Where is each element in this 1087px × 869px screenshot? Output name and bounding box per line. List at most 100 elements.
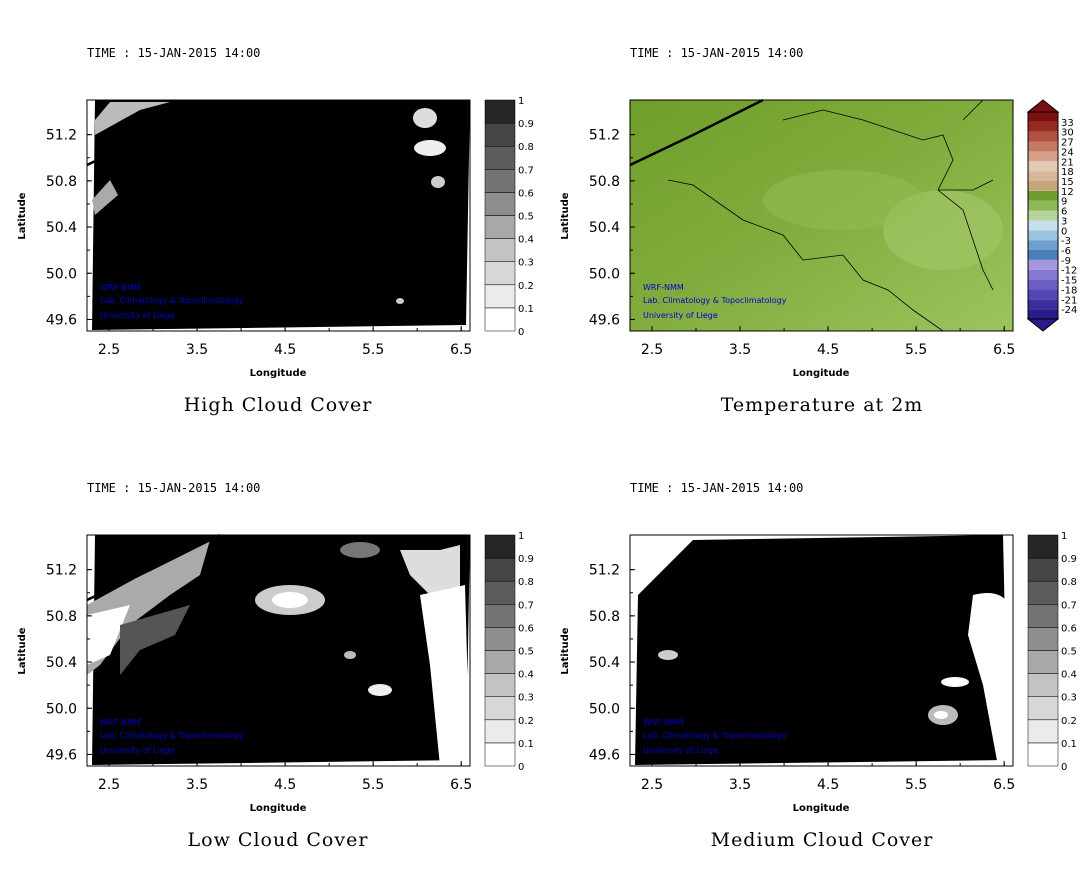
y-tick-label: 51.2 <box>589 563 620 579</box>
colorbar-label: 0.9 <box>518 554 534 565</box>
colorbar-swatch <box>484 742 516 767</box>
svg-text:WRF-NMM: WRF-NMM <box>643 718 684 727</box>
x-tick-label: 5.5 <box>905 342 927 358</box>
colorbar-label: 0 <box>1061 762 1067 773</box>
time-label: TIME : 15-JAN-2015 14:00 <box>87 481 261 495</box>
colorbar-swatch <box>1028 171 1058 181</box>
colorbar-swatch <box>484 215 516 239</box>
x-tick-label: 3.5 <box>186 342 208 358</box>
svg-text:Lab. Climatology & Topoclimato: Lab. Climatology & Topoclimatology <box>100 296 244 305</box>
y-axis-ticks: 51.2 50.8 50.4 50.0 49.6 <box>589 563 635 763</box>
colorbar-swatch <box>1028 269 1058 280</box>
colorbar-swatch <box>484 169 516 193</box>
svg-text:Lab. Climatology & Topoclimato: Lab. Climatology & Topoclimatology <box>643 731 787 740</box>
colorbar-label: -21 <box>1061 295 1077 306</box>
colorbar-label: 1 <box>518 531 524 542</box>
colorbar-swatch <box>484 604 516 628</box>
colorbar-swatch <box>1028 121 1058 132</box>
colorbar-label: 0.3 <box>1061 693 1077 704</box>
y-tick-label: 49.6 <box>589 312 620 328</box>
colorbar-swatch <box>484 580 516 605</box>
colorbar-label: 0.7 <box>518 165 534 176</box>
colorbar-label: 0.6 <box>518 623 534 634</box>
colorbar-label: 21 <box>1061 157 1074 168</box>
colorbar-swatch <box>1028 210 1058 221</box>
colorbar-label: 0.1 <box>1061 739 1077 750</box>
colorbar-label: 0.2 <box>1061 716 1077 727</box>
colorbar-swatch <box>484 99 516 124</box>
colorbar-swatch <box>1028 141 1058 152</box>
x-tick-label: 5.5 <box>362 777 384 793</box>
colorbar-swatch <box>484 122 516 147</box>
y-tick-label: 50.8 <box>589 174 620 190</box>
x-tick-label: 5.5 <box>905 777 927 793</box>
svg-text:University of Liege: University of Liege <box>643 746 718 755</box>
colorbar-swatch <box>1028 230 1058 241</box>
colorbar-swatch <box>1028 240 1058 250</box>
x-tick-label: 4.5 <box>274 342 296 358</box>
colorbar-label: 3 <box>1061 216 1067 227</box>
x-tick-label: 6.5 <box>450 777 472 793</box>
colorbar-label: -24 <box>1061 305 1077 316</box>
colorbar-swatch <box>1028 161 1058 172</box>
colorbar-label: 24 <box>1061 147 1074 158</box>
colorbar-label: 1 <box>1061 531 1067 542</box>
colorbar-swatch <box>484 696 516 721</box>
x-tick-label: 2.5 <box>98 777 120 793</box>
y-tick-label: 49.6 <box>589 747 620 763</box>
panel-title: Low Cloud Cover <box>187 829 369 851</box>
colorbar-swatch <box>1028 151 1058 162</box>
colorbar-swatch <box>1028 200 1058 211</box>
colorbar-label: 0.5 <box>518 212 534 223</box>
y-axis-label: Latitude <box>17 192 28 239</box>
x-tick-label: 3.5 <box>729 777 751 793</box>
y-axis-label: Latitude <box>560 627 571 674</box>
colorbar-swatch <box>1028 309 1058 319</box>
panel-title: Medium Cloud Cover <box>710 829 934 851</box>
colorbar-label: 0 <box>1061 226 1067 237</box>
x-tick-label: 6.5 <box>993 777 1015 793</box>
credit-text: WRF-NMM Lab. Climatology & Topoclimatolo… <box>100 718 244 755</box>
colorbar-label: 0.9 <box>518 119 534 130</box>
colorbar-label: 9 <box>1061 197 1067 208</box>
y-axis-ticks: 51.2 50.8 50.4 50.0 49.6 <box>46 128 92 328</box>
svg-text:University of Liege: University of Liege <box>643 311 718 320</box>
colorbar-label: 27 <box>1061 138 1074 149</box>
colorbar-label: 6 <box>1061 207 1067 218</box>
colorbar-label: -12 <box>1061 266 1077 277</box>
colorbar-label: 0.7 <box>518 600 534 611</box>
x-axis-label: Longitude <box>250 368 307 379</box>
temperature-map: WRF-NMM Lab. Climatology & Topoclimatolo… <box>560 98 1077 379</box>
svg-text:Lab. Climatology & Topoclimato: Lab. Climatology & Topoclimatology <box>643 296 787 305</box>
x-tick-label: 6.5 <box>993 342 1015 358</box>
colorbar-swatch <box>1028 220 1058 231</box>
colorbar-swatch <box>484 284 516 309</box>
svg-text:WRF-NMM: WRF-NMM <box>100 718 141 727</box>
colorbar-label: 0.5 <box>518 647 534 658</box>
colorbar-swatch <box>1027 534 1059 559</box>
y-tick-label: 50.8 <box>589 609 620 625</box>
svg-text:WRF-NMM: WRF-NMM <box>643 283 684 292</box>
low-cloud-map: WRF-NMM Lab. Climatology & Topoclimatolo… <box>17 531 534 814</box>
colorbar-label: 0.1 <box>518 739 534 750</box>
y-tick-label: 50.0 <box>46 266 77 282</box>
y-tick-label: 50.4 <box>589 655 620 671</box>
x-axis-ticks: 2.5 3.5 4.5 5.5 6.5 <box>641 761 1015 793</box>
y-tick-label: 50.8 <box>46 609 77 625</box>
x-tick-label: 2.5 <box>641 777 663 793</box>
colorbar-label: -3 <box>1061 236 1071 247</box>
x-axis-ticks: 2.5 3.5 4.5 5.5 6.5 <box>98 326 472 358</box>
colorbar: 0 0.1 0.2 0.3 0.4 0.5 0.6 0.7 0.8 0.9 1 <box>1027 531 1077 773</box>
y-tick-label: 51.2 <box>46 128 77 144</box>
high-cloud-map: WRF-NMM Lab. Climatology & Topoclimatolo… <box>17 96 534 379</box>
y-tick-label: 50.4 <box>589 220 620 236</box>
colorbar-label: 0 <box>518 327 524 338</box>
colorbar-swatch <box>484 192 516 216</box>
colorbar-swatch <box>1028 250 1058 260</box>
colorbar-swatch <box>1027 650 1059 674</box>
x-tick-label: 4.5 <box>817 342 839 358</box>
colorbar-swatch <box>1027 673 1059 697</box>
colorbar: 0 0.1 0.2 0.3 0.4 0.5 0.6 0.7 0.8 0.9 1 <box>484 96 534 338</box>
colorbar-label: -6 <box>1061 246 1071 257</box>
colorbar-swatch <box>1027 627 1059 651</box>
